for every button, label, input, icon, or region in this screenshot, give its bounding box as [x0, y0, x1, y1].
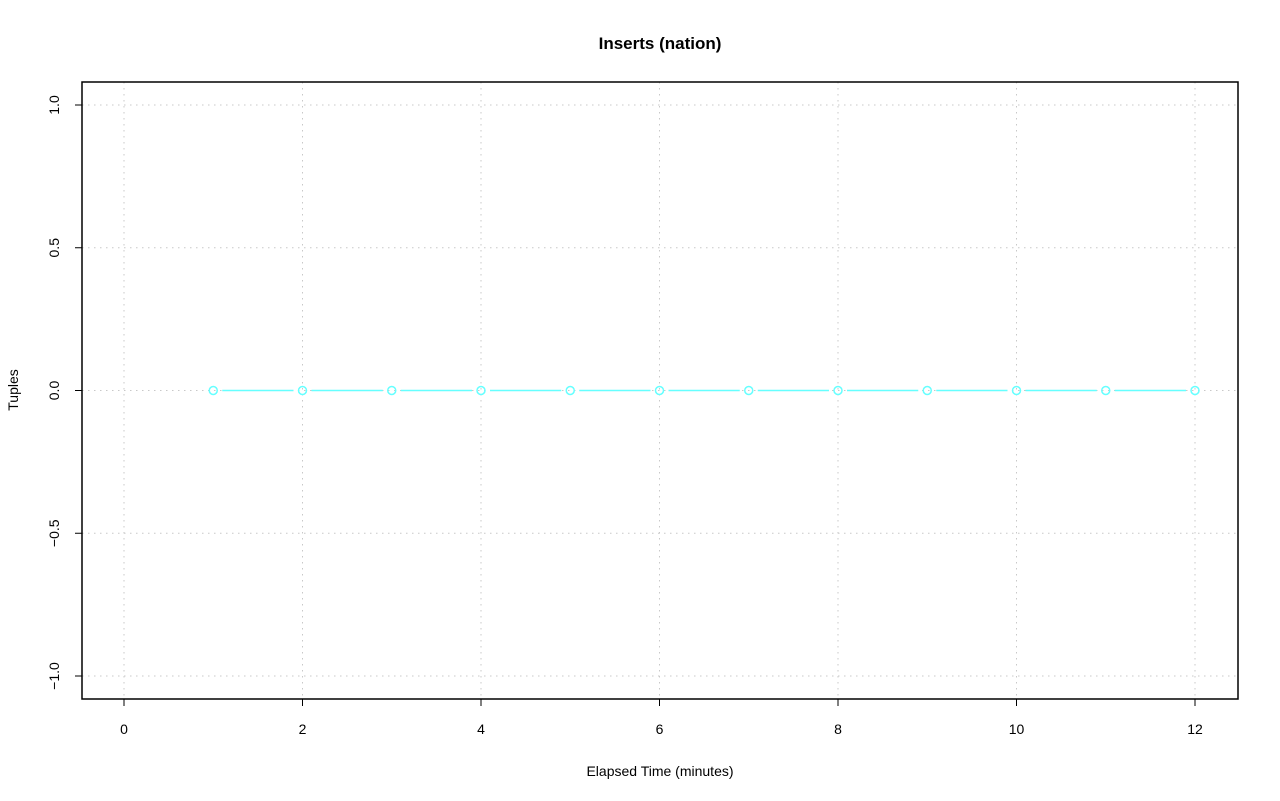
y-tick-label: 1.0: [46, 95, 62, 115]
data-point: [833, 385, 843, 396]
y-tick-label: −1.0: [46, 662, 62, 690]
x-tick-label: 4: [477, 721, 485, 737]
plot-frame: [81, 81, 1239, 700]
y-tick-label: −0.5: [46, 519, 62, 547]
data-point: [387, 385, 397, 396]
y-axis: −1.0 −0.5 0.0 0.5 1.0: [46, 95, 83, 690]
x-tick-label: 2: [299, 721, 307, 737]
x-tick-label: 0: [120, 721, 128, 737]
series-layer: [208, 385, 1200, 396]
data-point: [922, 385, 932, 396]
x-tick-label: 8: [834, 721, 842, 737]
chart-title: Inserts (nation): [599, 34, 722, 53]
x-tick-label: 10: [1009, 721, 1025, 737]
y-axis-label: Tuples: [5, 369, 21, 411]
x-axis: 0 2 4 6 8 10 12: [120, 698, 1203, 737]
y-tick-label: 0.0: [46, 381, 62, 401]
data-point: [208, 385, 218, 396]
data-point: [744, 385, 754, 396]
data-point: [297, 385, 308, 396]
x-tick-label: 6: [656, 721, 664, 737]
data-point: [565, 385, 575, 396]
data-point: [476, 385, 486, 396]
data-point: [654, 385, 665, 396]
data-point: [1101, 385, 1111, 396]
data-point: [1011, 385, 1022, 396]
data-point: [1190, 385, 1200, 396]
x-axis-label: Elapsed Time (minutes): [586, 763, 733, 779]
y-tick-label: 0.5: [46, 238, 62, 258]
x-tick-label: 12: [1187, 721, 1203, 737]
